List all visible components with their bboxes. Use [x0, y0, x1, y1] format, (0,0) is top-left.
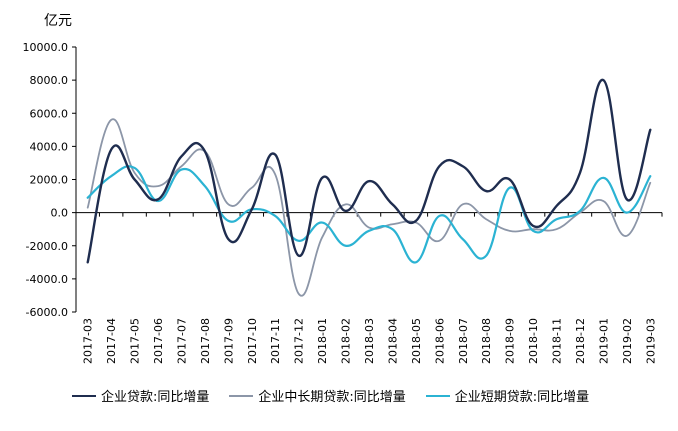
x-tick-label: 2018-10 [527, 318, 540, 364]
y-tick-label: 8000.0 [30, 74, 69, 87]
x-tick-label: 2017-07 [175, 318, 188, 364]
legend-label-short-term-loans: 企业短期贷款:同比增量 [454, 390, 590, 405]
x-tick-label: 2018-05 [410, 318, 423, 364]
x-tick-label: 2018-07 [457, 318, 470, 364]
series-line-short-term-loans [86, 165, 652, 264]
x-tick-label: 2017-03 [82, 318, 95, 364]
x-tick-label: 2019-02 [621, 318, 634, 364]
x-tick-label: 2017-08 [199, 318, 212, 364]
legend-swatch-medium-long-term-loans [229, 394, 254, 397]
x-tick-label: 2017-06 [152, 318, 165, 364]
y-tick-label: 0.0 [51, 207, 69, 220]
x-tick-label: 2017-12 [293, 318, 306, 364]
series-line-medium-long-term-loans [86, 118, 652, 297]
legend-item-corporate-loans: 企业贷款:同比增量 [72, 386, 209, 405]
x-tick-label: 2018-04 [386, 318, 399, 364]
x-tick-label: 2018-09 [504, 318, 517, 364]
y-tick-label: -4000.0 [26, 273, 68, 286]
x-tick-label: 2018-11 [551, 318, 564, 364]
x-tick-label: 2018-01 [316, 318, 329, 364]
y-axis-unit-label: 亿元 [44, 13, 72, 29]
legend-label-medium-long-term-loans: 企业中长期贷款:同比增量 [258, 390, 406, 405]
y-tick-label: -2000.0 [26, 240, 68, 253]
x-tick-label: 2017-05 [129, 318, 142, 364]
x-tick-label: 2017-09 [222, 318, 235, 364]
x-tick-label: 2019-03 [644, 318, 657, 364]
legend-label-corporate-loans: 企业贷款:同比增量 [101, 390, 210, 405]
x-tick-label: 2018-06 [433, 318, 446, 364]
x-tick-label: 2018-08 [480, 318, 493, 364]
x-tick-label: 2017-11 [269, 318, 282, 364]
x-tick-label: 2017-04 [105, 318, 118, 364]
y-tick-label: -6000.0 [26, 306, 68, 319]
x-tick-label: 2018-02 [340, 318, 353, 364]
series-line-corporate-loans [86, 78, 652, 264]
chart-legend: 企业贷款:同比增量 企业中长期贷款:同比增量 企业短期贷款:同比增量 [72, 386, 609, 405]
y-tick-label: 2000.0 [30, 174, 69, 187]
x-tick-label: 2018-12 [574, 318, 587, 364]
y-tick-label: 10000.0 [23, 41, 69, 54]
legend-item-short-term-loans: 企业短期贷款:同比增量 [425, 386, 590, 405]
y-tick-label: 4000.0 [30, 140, 69, 153]
x-tick-label: 2017-10 [246, 318, 259, 364]
legend-swatch-short-term-loans [425, 394, 450, 397]
y-tick-label: 6000.0 [30, 107, 69, 120]
legend-item-medium-long-term-loans: 企业中长期贷款:同比增量 [229, 386, 406, 405]
x-tick-label: 2018-03 [363, 318, 376, 364]
legend-swatch-corporate-loans [72, 394, 96, 397]
x-tick-label: 2019-01 [597, 318, 610, 364]
